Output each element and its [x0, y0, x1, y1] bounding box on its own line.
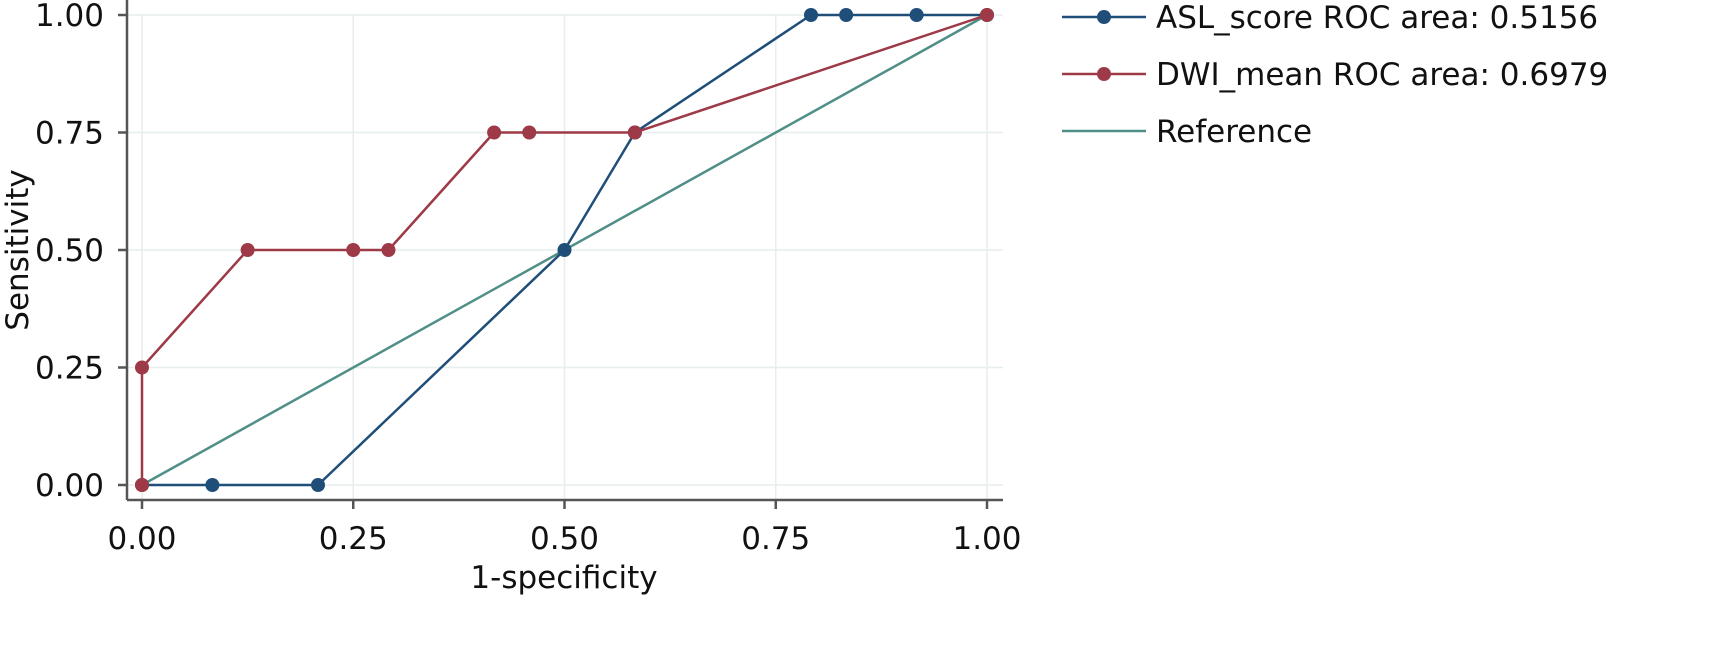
data-point	[311, 478, 326, 492]
x-tick-label: 0.75	[741, 521, 810, 557]
y-axis-title: Sensitivity	[0, 169, 36, 330]
y-tick-label: 0.75	[35, 116, 104, 152]
data-point	[381, 243, 396, 257]
data-point	[557, 243, 572, 257]
x-tick-label: 0.50	[530, 521, 599, 557]
legend-swatch-marker	[1097, 10, 1111, 24]
legend-label: ASL_score ROC area: 0.5156	[1156, 0, 1598, 36]
legend-item: DWI_mean ROC area: 0.6979	[1062, 57, 1608, 93]
legend: ASL_score ROC area: 0.5156 DWI_mean ROC a…	[1062, 0, 1608, 150]
x-tick-label: 0.25	[319, 521, 388, 557]
y-tick-label: 1.00	[35, 0, 104, 34]
data-point	[803, 8, 818, 22]
data-point	[240, 243, 255, 257]
data-point	[205, 478, 220, 492]
series-layer	[135, 8, 994, 492]
data-point	[522, 125, 537, 140]
legend-swatch-marker	[1097, 67, 1111, 81]
data-point	[487, 125, 502, 140]
x-tick-label: 1.00	[952, 521, 1021, 557]
y-tick-label: 0.25	[35, 351, 104, 387]
data-point	[135, 478, 149, 492]
data-point	[839, 8, 854, 22]
legend-item: Reference	[1062, 114, 1312, 150]
axes: 0.00 0.25 0.50 0.75 1.00 0.00 0.25 0.50 0.75 1.00	[35, 0, 1022, 557]
grid-lines	[127, 14, 1003, 500]
legend-item: ASL_score ROC area: 0.5156	[1062, 0, 1598, 36]
data-point	[980, 8, 994, 22]
legend-label: Reference	[1156, 114, 1312, 150]
data-point	[627, 125, 642, 140]
x-axis-title: 1-specificity	[470, 560, 657, 596]
data-point	[135, 360, 149, 375]
y-tick-label: 0.50	[35, 233, 104, 269]
legend-label: DWI_mean ROC area: 0.6979	[1156, 57, 1608, 93]
data-point	[346, 243, 361, 257]
x-tick-label: 0.00	[107, 521, 176, 557]
y-tick-label: 0.00	[35, 468, 104, 504]
data-point	[909, 8, 924, 22]
